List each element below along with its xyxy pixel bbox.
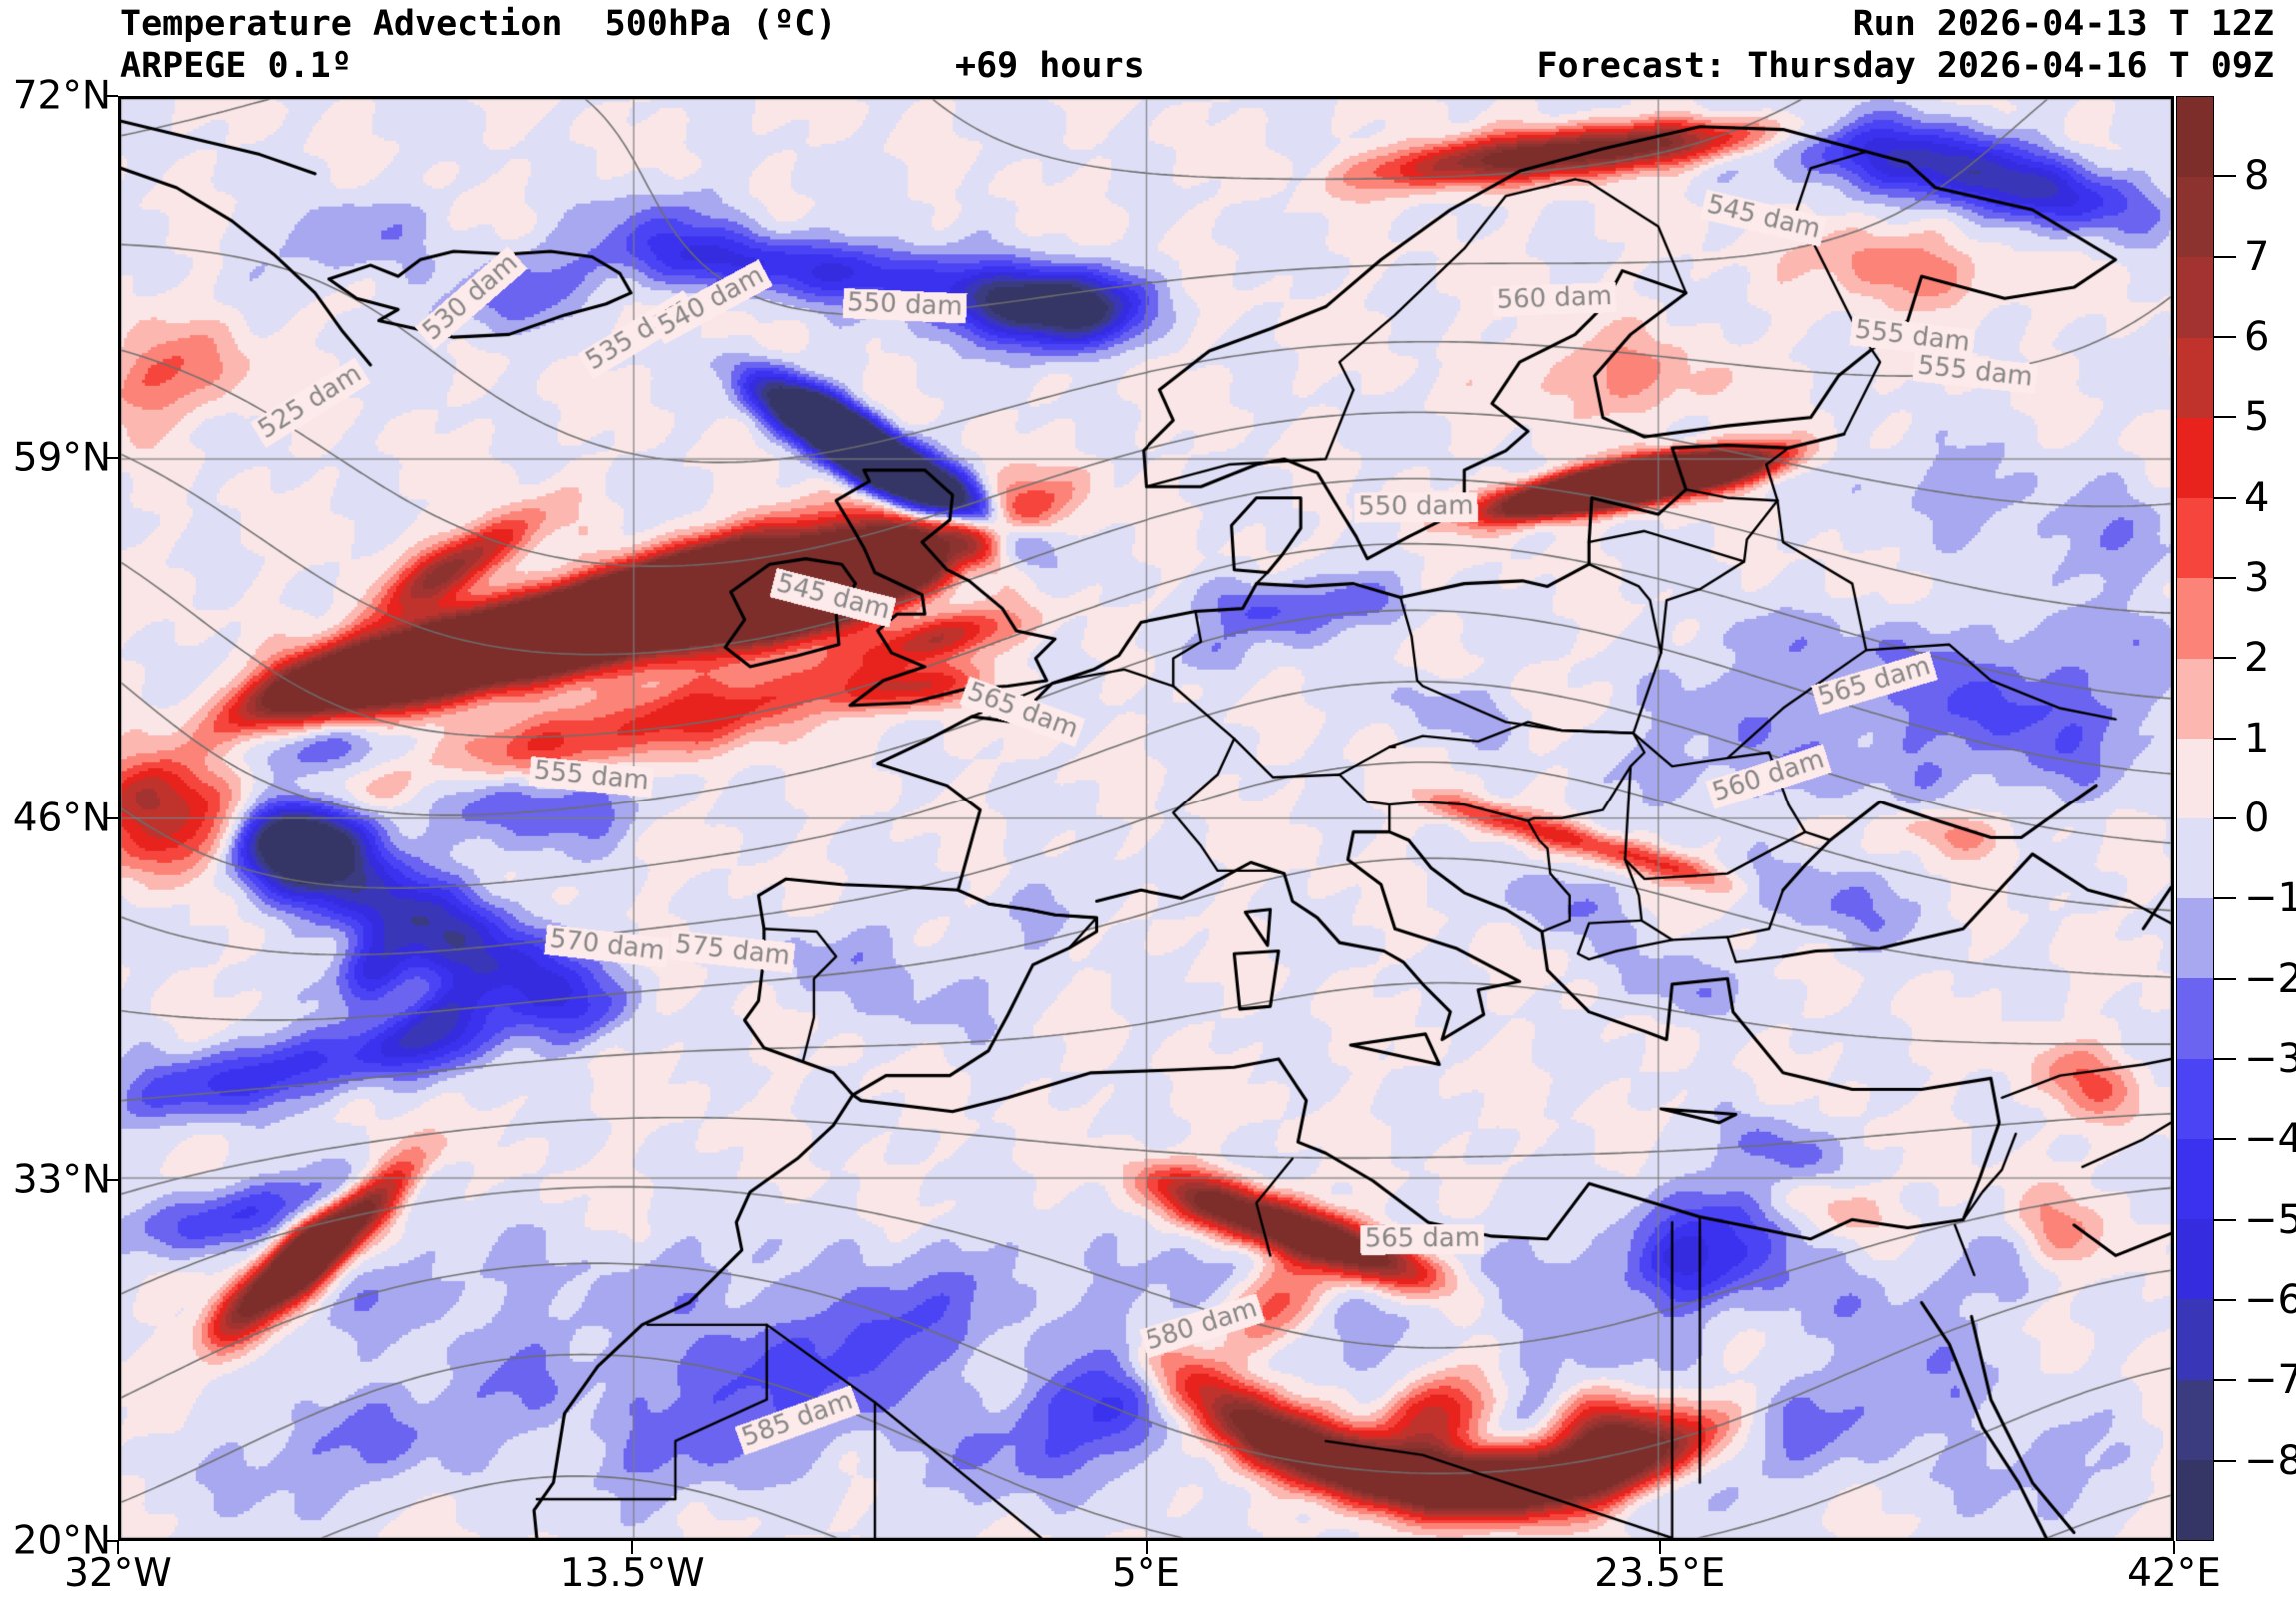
temperature-advection-heatmap xyxy=(121,99,2171,1538)
colorbar-tick xyxy=(2214,255,2236,258)
colorbar-segment xyxy=(2177,1058,2213,1139)
colorbar-segment xyxy=(2177,1219,2213,1300)
colorbar-segment xyxy=(2177,1299,2213,1380)
latitude-tick xyxy=(104,1178,118,1181)
colorbar-tick-label: 2 xyxy=(2244,635,2270,682)
colorbar-tick xyxy=(2214,1138,2236,1141)
colorbar-segment xyxy=(2177,1379,2213,1460)
latitude-tick-label: 33°N xyxy=(12,1157,111,1202)
colorbar-tick xyxy=(2214,817,2236,819)
colorbar-tick-label: −1 xyxy=(2244,875,2296,922)
colorbar-tick-label: 0 xyxy=(2244,796,2270,841)
colorbar-tick xyxy=(2214,897,2236,900)
longitude-tick xyxy=(1658,1541,1661,1554)
longitude-tick-label: 42°E xyxy=(2127,1551,2221,1596)
colorbar-tick-label: −4 xyxy=(2244,1116,2296,1163)
colorbar-tick xyxy=(2214,496,2236,499)
colorbar-segment xyxy=(2177,1138,2213,1220)
colorbar-tick-label: 1 xyxy=(2244,715,2270,762)
colorbar-tick xyxy=(2214,1299,2236,1301)
colorbar-segment xyxy=(2177,978,2213,1059)
colorbar-tick xyxy=(2214,175,2236,178)
colorbar-tick xyxy=(2214,657,2236,660)
chart-title: Temperature Advection 500hPa (ºC) xyxy=(120,4,837,44)
latitude-tick-label: 59°N xyxy=(12,435,111,480)
colorbar-tick xyxy=(2214,1459,2236,1462)
colorbar-tick-label: −6 xyxy=(2244,1277,2296,1323)
latitude-tick-label: 72°N xyxy=(12,73,111,119)
latitude-tick-label: 46°N xyxy=(12,796,111,841)
colorbar-tick-label: 8 xyxy=(2244,153,2270,200)
latitude-tick-label: 20°N xyxy=(12,1518,111,1564)
model-label: ARPEGE 0.1º xyxy=(120,46,352,86)
colorbar-tick-label: 4 xyxy=(2244,474,2270,521)
colorbar-tick-label: 5 xyxy=(2244,394,2270,441)
forecast-valid-label: Forecast: Thursday 2026-04-16 T 09Z xyxy=(1536,46,2274,86)
colorbar-tick xyxy=(2214,577,2236,579)
longitude-tick xyxy=(1145,1541,1148,1554)
colorbar xyxy=(2176,96,2214,1541)
map-plot-area xyxy=(118,96,2174,1541)
colorbar-tick-label: −3 xyxy=(2244,1036,2296,1082)
colorbar-segment xyxy=(2177,97,2213,178)
colorbar-segment xyxy=(2177,817,2213,899)
colorbar-segment xyxy=(2177,738,2213,818)
colorbar-tick-label: −8 xyxy=(2244,1437,2296,1484)
colorbar-tick-label: −2 xyxy=(2244,955,2296,1002)
longitude-tick xyxy=(117,1541,119,1554)
colorbar-tick-label: 6 xyxy=(2244,314,2270,360)
longitude-tick xyxy=(631,1541,634,1554)
colorbar-segment xyxy=(2177,337,2213,418)
longitude-tick-label: 13.5°W xyxy=(559,1551,705,1596)
colorbar-tick xyxy=(2214,977,2236,980)
longitude-tick xyxy=(2173,1541,2175,1554)
colorbar-tick xyxy=(2214,416,2236,419)
latitude-tick xyxy=(104,817,118,819)
latitude-tick xyxy=(104,456,118,459)
colorbar-tick-label: 3 xyxy=(2244,555,2270,601)
colorbar-tick xyxy=(2214,1058,2236,1060)
colorbar-segment xyxy=(2177,417,2213,499)
colorbar-tick xyxy=(2214,336,2236,338)
longitude-tick-label: 5°E xyxy=(1112,1551,1180,1596)
colorbar-segment xyxy=(2177,257,2213,338)
colorbar-segment xyxy=(2177,578,2213,659)
colorbar-tick xyxy=(2214,1379,2236,1382)
colorbar-tick xyxy=(2214,1218,2236,1221)
forecast-hour-label: +69 hours xyxy=(955,46,1145,86)
colorbar-segment xyxy=(2177,177,2213,258)
longitude-tick-label: 32°W xyxy=(64,1551,172,1596)
colorbar-segment xyxy=(2177,1459,2213,1540)
colorbar-tick-label: −5 xyxy=(2244,1196,2296,1243)
colorbar-tick-label: 7 xyxy=(2244,233,2270,280)
latitude-tick xyxy=(104,1540,118,1542)
run-timestamp-label: Run 2026-04-13 T 12Z xyxy=(1852,4,2274,44)
colorbar-segment xyxy=(2177,898,2213,979)
colorbar-tick xyxy=(2214,737,2236,740)
colorbar-tick-label: −7 xyxy=(2244,1357,2296,1404)
longitude-tick-label: 23.5°E xyxy=(1594,1551,1726,1596)
latitude-tick xyxy=(104,95,118,97)
colorbar-segment xyxy=(2177,658,2213,739)
colorbar-segment xyxy=(2177,498,2213,579)
